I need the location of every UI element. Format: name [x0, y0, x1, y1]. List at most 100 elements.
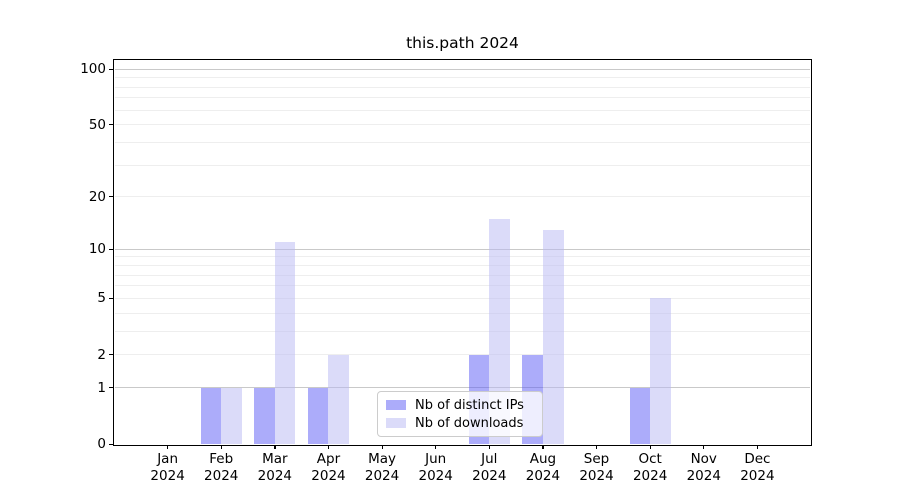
x-tick-label-dec: Dec 2024: [722, 451, 792, 484]
x-tick-label-month: Jun: [425, 451, 447, 467]
x-tick-oct: [649, 445, 651, 449]
x-tick-label-year: 2024: [686, 467, 721, 484]
x-tick-label-mar: Mar 2024: [240, 451, 310, 484]
x-tick-label-year: 2024: [579, 467, 614, 484]
bar-downloads-mar: [274, 242, 296, 444]
gridline-minor-4: [115, 312, 810, 314]
gridline-minor-60: [115, 109, 810, 111]
gridline-major-100: [115, 68, 810, 70]
bar-distinct-ips-apr: [307, 387, 329, 444]
gridline-minor-7: [115, 274, 810, 276]
x-tick-dec: [756, 445, 759, 449]
gridline-minor-40: [115, 141, 810, 143]
y-tick-20: [109, 196, 113, 198]
x-tick-jun: [435, 445, 437, 449]
legend-item-downloads: Nb of downloads: [386, 416, 534, 431]
x-tick-label-jun: Jun 2024: [401, 451, 471, 484]
x-tick-label-nov: Nov 2024: [669, 451, 739, 484]
chart-title: this.path 2024: [406, 34, 519, 52]
x-tick-nov: [703, 445, 705, 449]
x-tick-label-month: Oct: [638, 451, 662, 467]
bar-downloads-jul: [489, 218, 510, 444]
x-tick-jan: [167, 445, 169, 449]
x-tick-label-year: 2024: [204, 467, 239, 484]
x-tick-label-month: Sep: [583, 451, 610, 467]
x-tick-label-month: Dec: [744, 451, 771, 467]
x-tick-label-year: 2024: [472, 467, 507, 484]
x-tick-label-month: May: [368, 451, 397, 467]
y-tick-label-100: 100: [80, 61, 106, 78]
y-tick-0: [109, 443, 113, 445]
y-tick-label-2: 2: [97, 346, 106, 363]
bar-downloads-aug: [542, 229, 564, 444]
x-tick-label-year: 2024: [740, 467, 775, 484]
x-tick-sep: [596, 445, 598, 449]
x-tick-label-year: 2024: [632, 467, 668, 484]
legend-swatch-distinct-ips: [386, 400, 406, 410]
x-tick-label-month: Apr: [316, 451, 341, 467]
gridline-major-10: [115, 248, 810, 250]
x-tick-label-may: May 2024: [347, 451, 417, 484]
x-tick-label-month: Mar: [262, 451, 288, 467]
x-tick-jul: [488, 445, 490, 449]
bar-downloads-feb: [221, 387, 242, 444]
gridline-minor-30: [115, 164, 810, 166]
y-tick-label-5: 5: [97, 290, 106, 307]
x-tick-label-jul: Jul 2024: [454, 451, 524, 484]
x-tick-label-month: Jan: [157, 451, 179, 467]
gridline-minor-3: [115, 330, 810, 332]
y-tick-10: [109, 248, 113, 250]
gridline-minor-20: [115, 196, 810, 198]
gridline-minor-70: [115, 97, 810, 99]
x-tick-label-year: 2024: [418, 467, 453, 484]
x-tick-label-month: Jul: [481, 451, 498, 467]
x-tick-label-year: 2024: [525, 467, 561, 484]
bar-downloads-oct: [650, 298, 671, 444]
x-tick-may: [381, 445, 383, 449]
x-tick-label-year: 2024: [364, 467, 400, 484]
plot-area: [113, 59, 812, 446]
x-tick-label-apr: Apr 2024: [293, 451, 363, 484]
x-tick-label-aug: Aug 2024: [508, 451, 578, 484]
x-tick-label-jan: Jan 2024: [133, 451, 203, 484]
legend-swatch-downloads: [386, 418, 406, 428]
x-tick-mar: [274, 445, 276, 449]
gridline-minor-90: [115, 77, 810, 79]
legend: Nb of distinct IPs Nb of downloads: [377, 391, 543, 437]
x-tick-aug: [542, 445, 544, 449]
x-tick-label-month: Feb: [209, 451, 234, 467]
gridline-minor-9: [115, 256, 810, 258]
x-tick-label-year: 2024: [150, 467, 185, 484]
x-tick-apr: [327, 445, 330, 449]
bar-distinct-ips-mar: [254, 387, 275, 444]
x-tick-feb: [220, 445, 222, 449]
bar-distinct-ips-feb: [200, 387, 222, 444]
y-tick-label-0: 0: [97, 436, 106, 452]
x-tick-label-feb: Feb 2024: [186, 451, 256, 484]
x-tick-label-year: 2024: [257, 467, 293, 484]
gridline-major-1: [115, 387, 810, 389]
y-tick-label-1: 1: [97, 379, 106, 396]
legend-label-distinct-ips: Nb of distinct IPs: [415, 397, 524, 413]
gridline-minor-8: [115, 265, 810, 267]
gridline-minor-50: [115, 124, 810, 126]
gridline-minor-80: [115, 86, 810, 88]
legend-item-distinct-ips: Nb of distinct IPs: [386, 398, 534, 413]
x-tick-label-month: Aug: [529, 451, 557, 467]
y-tick-5: [109, 297, 113, 300]
y-tick-label-50: 50: [88, 116, 106, 133]
y-tick-50: [109, 124, 113, 126]
x-tick-label-oct: Oct 2024: [615, 451, 685, 484]
gridline-minor-2: [115, 354, 810, 356]
bar-distinct-ips-oct: [629, 387, 651, 444]
y-tick-label-10: 10: [88, 241, 106, 258]
y-tick-2: [109, 354, 113, 356]
x-tick-label-year: 2024: [311, 467, 346, 484]
y-tick-1: [109, 387, 113, 389]
gridline-minor-5: [115, 297, 810, 299]
gridline-minor-6: [115, 285, 810, 287]
x-tick-label-month: Nov: [690, 451, 717, 467]
bar-downloads-apr: [328, 354, 350, 444]
y-tick-label-20: 20: [88, 188, 106, 205]
